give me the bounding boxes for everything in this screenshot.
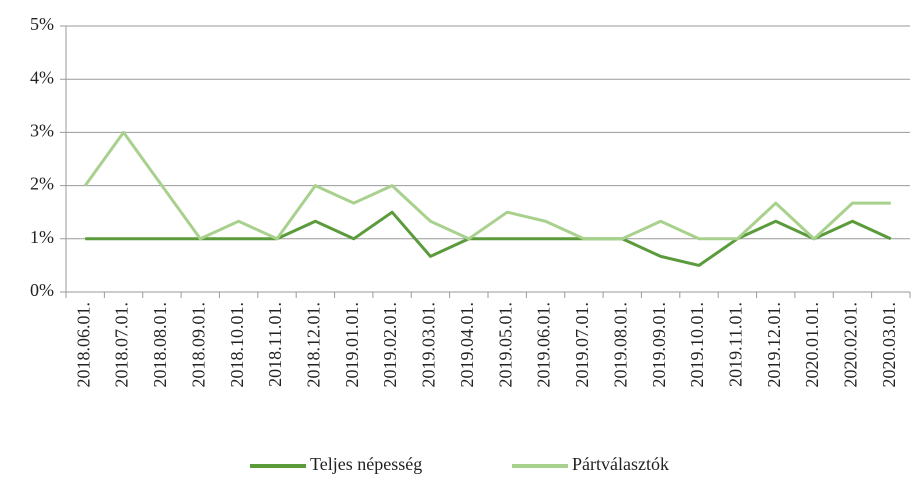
x-tick-label: 2020.02.01. <box>841 302 861 388</box>
legend-label: Pártválasztók <box>572 454 669 474</box>
x-tick-label: 2019.12.01. <box>764 302 784 388</box>
x-tick-label: 2018.11.01. <box>265 302 285 387</box>
x-tick-label: 2019.06.01. <box>534 302 554 388</box>
x-tick-label: 2018.08.01. <box>150 302 170 388</box>
legend-label: Teljes népesség <box>310 454 422 474</box>
y-tick-label: 4% <box>30 67 54 87</box>
x-tick-label: 2018.06.01. <box>73 302 93 388</box>
x-tick-label: 2018.07.01. <box>112 302 132 388</box>
y-tick-label: 5% <box>30 14 54 34</box>
x-tick-label: 2019.01.01. <box>342 302 362 388</box>
x-tick-label: 2019.02.01. <box>380 302 400 388</box>
series-line <box>83 130 891 241</box>
y-tick-label: 3% <box>30 121 54 141</box>
y-tick-label: 1% <box>30 227 54 247</box>
x-tick-label: 2018.12.01. <box>303 302 323 388</box>
x-tick-label: 2020.01.01. <box>802 302 822 388</box>
x-tick-label: 2019.08.01. <box>610 302 630 388</box>
y-tick-label: 0% <box>30 280 54 300</box>
x-tick-label: 2019.07.01. <box>572 302 592 388</box>
series-line <box>85 210 892 267</box>
x-tick-label: 2019.03.01. <box>419 302 439 388</box>
y-tick-label: 2% <box>30 174 54 194</box>
x-tick-label: 2019.04.01. <box>457 302 477 388</box>
x-tick-label: 2018.09.01. <box>188 302 208 388</box>
x-tick-label: 2019.05.01. <box>495 302 515 388</box>
x-tick-label: 2018.10.01. <box>227 302 247 388</box>
x-tick-label: 2019.10.01. <box>687 302 707 388</box>
x-tick-label: 2019.11.01. <box>725 302 745 387</box>
x-tick-label: 2019.09.01. <box>649 302 669 388</box>
x-tick-label: 2020.03.01. <box>879 302 899 388</box>
